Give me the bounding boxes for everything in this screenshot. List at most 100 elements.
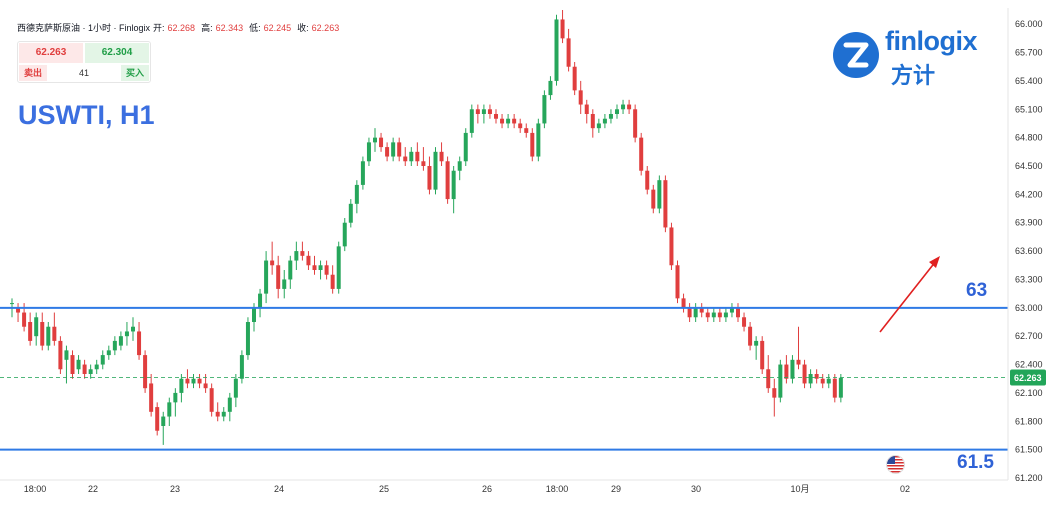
candle (560, 10, 565, 44)
candle (766, 355, 771, 393)
candle (427, 156, 432, 195)
candle-body (22, 312, 27, 327)
candle (379, 132, 384, 152)
time-tick-label: 25 (379, 484, 389, 494)
candle (748, 322, 753, 351)
time-tick-label: 18:00 (24, 484, 47, 494)
candle-body (10, 303, 14, 305)
candle-body (118, 336, 123, 346)
candle-body (173, 392, 178, 403)
price-tick-label: 65.700 (1015, 48, 1043, 58)
candle-body (596, 123, 601, 129)
time-tick-label: 29 (611, 484, 621, 494)
close-value: 62.263 (311, 22, 340, 33)
candle-body (336, 246, 341, 289)
price-tick-label: 62.100 (1015, 388, 1043, 398)
candle (397, 137, 402, 162)
candle-body (572, 66, 577, 91)
candle (264, 251, 269, 304)
candle-body (711, 312, 716, 318)
candle (88, 364, 93, 379)
time-axis: 18:00 22 23 24 25 26 18:00 29 30 10月 02 (24, 484, 910, 494)
candle (58, 336, 63, 374)
candle (802, 359, 807, 389)
candle-body (796, 359, 801, 365)
candle-body (391, 142, 396, 157)
candle-body (651, 189, 656, 209)
candle (469, 104, 474, 138)
candle-body (185, 378, 190, 384)
buy-price[interactable]: 62.304 (85, 43, 149, 63)
candle-body (143, 355, 148, 389)
spread-value: 41 (78, 68, 89, 78)
candle (772, 378, 777, 417)
candle-body (802, 364, 807, 384)
candle-body (264, 260, 269, 294)
candle (681, 293, 686, 313)
candle-body (167, 402, 172, 417)
price-tick-label: 61.200 (1015, 473, 1043, 483)
candle-body (58, 340, 63, 370)
candle-body (681, 298, 686, 308)
low-label: 低: (249, 23, 261, 33)
finlogix-logo: finlogix 方计 (833, 26, 993, 88)
candle-body (46, 326, 51, 346)
candle-body (137, 331, 142, 356)
candle-body (233, 378, 238, 398)
candle (451, 166, 456, 214)
candle-body (197, 378, 202, 384)
candle (784, 355, 789, 384)
candle-body (723, 312, 728, 318)
candle (820, 374, 825, 389)
candle (645, 166, 650, 195)
candle-body (481, 109, 486, 114)
candle (512, 114, 517, 129)
candle-body (403, 156, 408, 162)
candle (524, 123, 529, 138)
candle (633, 104, 638, 143)
candle-body (366, 142, 371, 162)
candle-body (306, 255, 311, 266)
candle (173, 388, 178, 417)
sell-button[interactable]: 卖出 (19, 65, 47, 81)
candle-body (554, 19, 559, 81)
candle (717, 307, 722, 322)
price-tick-label: 61.800 (1015, 416, 1043, 426)
buy-button[interactable]: 买入 (121, 65, 149, 81)
price-tick-label: 63.000 (1015, 303, 1043, 313)
candle (796, 326, 801, 370)
candle-body (106, 350, 111, 356)
candle (584, 99, 589, 124)
candle-body (578, 90, 583, 105)
candle (354, 180, 359, 214)
sell-price[interactable]: 62.263 (19, 43, 83, 63)
candle-body (608, 114, 613, 119)
candle (46, 322, 51, 351)
candle-body (300, 251, 305, 256)
candle-body (124, 331, 129, 337)
candle-body (566, 38, 571, 67)
logo-mark-icon (833, 32, 879, 78)
candle-body (602, 118, 607, 124)
candle (342, 218, 347, 252)
candle (221, 407, 226, 422)
candle-body (717, 312, 722, 318)
candle-body (161, 416, 166, 426)
candle (227, 392, 232, 422)
logo-text-en: finlogix (885, 26, 978, 56)
candle-body (548, 80, 553, 96)
candle (143, 350, 148, 393)
candle (415, 142, 420, 166)
open-value: 62.268 (167, 22, 196, 33)
candle (518, 118, 523, 133)
candle (760, 336, 765, 374)
candle (209, 383, 214, 417)
candle-body (814, 374, 819, 379)
candle-body (621, 104, 626, 110)
candle-body (40, 322, 45, 346)
low-value: 62.245 (263, 22, 292, 33)
candle-body (433, 151, 438, 190)
candle (336, 241, 341, 294)
candle-body (487, 109, 492, 114)
